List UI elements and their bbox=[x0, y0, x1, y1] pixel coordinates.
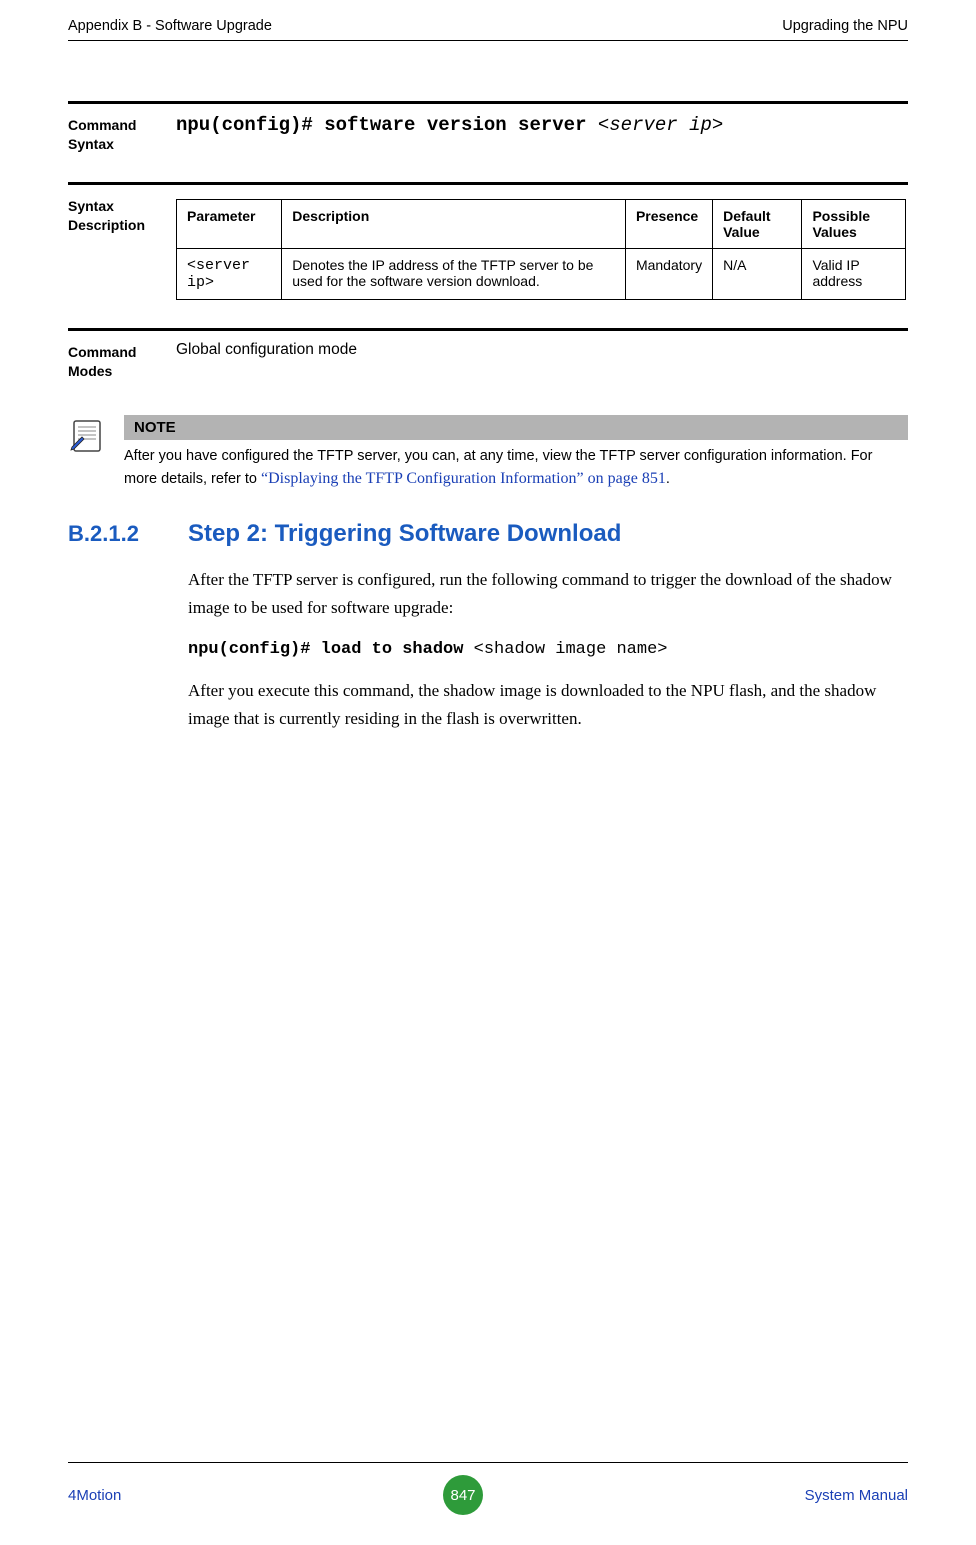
section-rule bbox=[68, 182, 908, 185]
command-modes-label: Command Modes bbox=[68, 341, 176, 381]
col-parameter: Parameter bbox=[177, 199, 282, 248]
table-row: <server ip> Denotes the IP address of th… bbox=[177, 248, 906, 299]
header-left: Appendix B - Software Upgrade bbox=[68, 18, 272, 34]
section-number: B.2.1.2 bbox=[68, 521, 160, 547]
note-title-bar: NOTE bbox=[124, 415, 908, 440]
header-right: Upgrading the NPU bbox=[782, 18, 908, 34]
running-header: Appendix B - Software Upgrade Upgrading … bbox=[68, 0, 908, 34]
col-description: Description bbox=[282, 199, 626, 248]
cell-description: Denotes the IP address of the TFTP serve… bbox=[282, 248, 626, 299]
footer-left[interactable]: 4Motion bbox=[68, 1487, 121, 1504]
footer-rule bbox=[68, 1462, 908, 1463]
page-number-badge: 847 bbox=[443, 1475, 483, 1515]
col-default-value: Default Value bbox=[713, 199, 802, 248]
note-link[interactable]: “Displaying the TFTP Configuration Infor… bbox=[261, 470, 666, 487]
command-modes-text: Global configuration mode bbox=[176, 341, 908, 359]
parameter-table: Parameter Description Presence Default V… bbox=[176, 199, 906, 300]
content-area: Command Syntax npu(config)# software ver… bbox=[68, 41, 908, 733]
section-heading: B.2.1.2 Step 2: Triggering Software Down… bbox=[68, 520, 908, 548]
command-syntax-text: npu(config)# software version server <se… bbox=[176, 114, 723, 136]
command-syntax-body: npu(config)# software version server <se… bbox=[176, 114, 908, 136]
command-syntax-arg: <server ip> bbox=[598, 114, 723, 136]
col-possible-values: Possible Values bbox=[802, 199, 906, 248]
note-icon bbox=[68, 415, 110, 462]
note-block: NOTE After you have configured the TFTP … bbox=[68, 415, 908, 490]
table-header-row: Parameter Description Presence Default V… bbox=[177, 199, 906, 248]
cell-parameter: <server ip> bbox=[177, 248, 282, 299]
command-syntax-row: Command Syntax npu(config)# software ver… bbox=[68, 114, 908, 154]
col-presence: Presence bbox=[625, 199, 712, 248]
page: Appendix B - Software Upgrade Upgrading … bbox=[0, 0, 976, 1545]
footer-right[interactable]: System Manual bbox=[805, 1487, 908, 1504]
footer: 4Motion 847 System Manual bbox=[68, 1462, 908, 1515]
note-text: After you have configured the TFTP serve… bbox=[124, 440, 908, 490]
cmd-arg: <shadow image name> bbox=[474, 640, 668, 659]
body-paragraph-2: After you execute this command, the shad… bbox=[188, 677, 908, 733]
cell-presence: Mandatory bbox=[625, 248, 712, 299]
command-modes-row: Command Modes Global configuration mode bbox=[68, 341, 908, 381]
syntax-description-label: Syntax Description bbox=[68, 195, 176, 235]
section-rule bbox=[68, 328, 908, 331]
cell-possible-values: Valid IP address bbox=[802, 248, 906, 299]
syntax-description-body: Parameter Description Presence Default V… bbox=[176, 195, 908, 300]
body-command-line: npu(config)# load to shadow <shadow imag… bbox=[188, 640, 908, 659]
body-paragraph-1: After the TFTP server is configured, run… bbox=[188, 566, 908, 622]
section-title: Step 2: Triggering Software Download bbox=[188, 520, 621, 548]
command-syntax-prefix: npu(config)# software version server bbox=[176, 114, 598, 136]
syntax-description-row: Syntax Description Parameter Description… bbox=[68, 195, 908, 300]
note-text-suffix: . bbox=[666, 471, 670, 487]
footer-line: 4Motion 847 System Manual bbox=[68, 1475, 908, 1515]
section-rule bbox=[68, 101, 908, 104]
note-content: NOTE After you have configured the TFTP … bbox=[124, 415, 908, 490]
cell-default-value: N/A bbox=[713, 248, 802, 299]
cmd-bold: npu(config)# load to shadow bbox=[188, 640, 474, 659]
command-syntax-label: Command Syntax bbox=[68, 114, 176, 154]
